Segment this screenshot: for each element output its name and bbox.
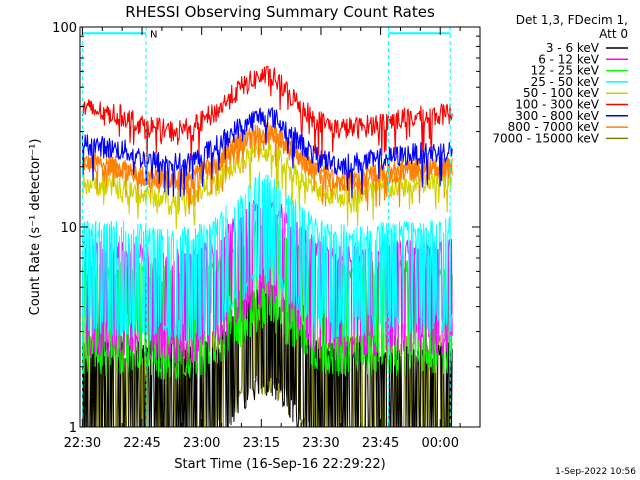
legend-label-4: 50 - 100 keV [523, 86, 600, 100]
series-line-50-100-kev [81, 143, 453, 230]
series-line-300-800-kev [81, 107, 453, 199]
legend-label-8: 7000 - 15000 keV [492, 131, 599, 145]
series-layer [81, 65, 453, 428]
night-label: N [150, 29, 157, 40]
legend-label-1: 6 - 12 keV [538, 52, 600, 66]
legend-label-5: 100 - 300 keV [515, 98, 599, 112]
x-tick-label-2: 23:00 [183, 436, 220, 451]
legend-label-2: 12 - 25 keV [531, 64, 600, 78]
legend-header-line-2: Att 0 [599, 27, 628, 41]
x-tick-label-6: 00:00 [422, 436, 459, 451]
series-line-100-300-kev [81, 65, 453, 162]
legend-label-6: 300 - 800 keV [515, 109, 599, 123]
series-line-25-50-kev [81, 171, 453, 342]
legend-label-3: 25 - 50 keV [531, 75, 600, 89]
x-axis-label: Start Time (16-Sep-16 22:29:22) [174, 457, 385, 472]
y-axis-label: Count Rate (s⁻¹ detector⁻¹) [28, 139, 43, 316]
x-tick-label-3: 23:15 [243, 436, 280, 451]
legend-label-0: 3 - 6 keV [546, 41, 600, 55]
x-tick-label-1: 22:45 [123, 436, 160, 451]
x-tick-label-0: 22:30 [64, 436, 101, 451]
y-tick-label-2: 100 [52, 21, 77, 36]
y-tick-label-0: 1 [69, 421, 77, 436]
timestamp: 1-Sep-2022 10:56 [555, 467, 636, 477]
series-line-800-7000-kev-overlay [81, 122, 453, 215]
night-annotations: N [81, 27, 451, 427]
y-tick-label-1: 10 [60, 221, 77, 236]
legend-label-7: 800 - 7000 keV [508, 120, 600, 134]
x-tick-label-5: 23:45 [362, 436, 399, 451]
chart-title: RHESSI Observing Summary Count Rates [125, 3, 435, 21]
legend-header-line-1: Det 1,3, FDecim 1, [516, 13, 628, 27]
x-tick-label-4: 23:30 [302, 436, 339, 451]
axis-ticks: 22:30 22:45 23:00 23:15 23:30 23:45 00:00 1 10 10… [52, 21, 480, 451]
